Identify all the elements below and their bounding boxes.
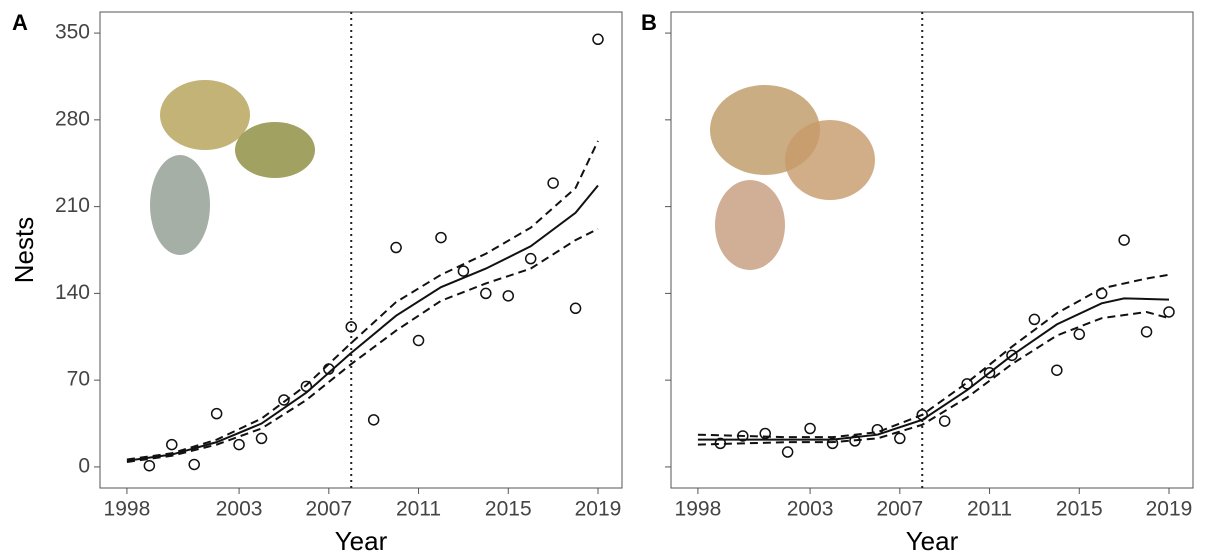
- data-point: [826, 437, 839, 450]
- y-axis-title: Nests: [9, 217, 39, 283]
- confidence-band: [126, 228, 599, 463]
- data-point: [345, 321, 357, 333]
- y-tick-label: 280: [55, 107, 90, 130]
- data-point: [781, 446, 794, 458]
- data-point: [255, 432, 268, 445]
- x-tick-label: 2015: [485, 498, 532, 521]
- data-point: [233, 438, 245, 451]
- turtle-illustration: [710, 85, 875, 270]
- data-point: [547, 177, 559, 189]
- data-point: [524, 252, 537, 265]
- data-point: [188, 458, 200, 471]
- data-point: [1140, 326, 1153, 338]
- data-point: [938, 415, 951, 427]
- data-point: [1028, 313, 1041, 326]
- x-tick-label: 2019: [1146, 498, 1193, 521]
- data-point: [849, 435, 861, 447]
- confidence-band: [126, 140, 599, 461]
- data-point: [983, 366, 996, 379]
- x-tick-label: 1998: [675, 498, 722, 521]
- data-point: [480, 287, 492, 300]
- data-point: [804, 422, 816, 435]
- panel-label: A: [12, 10, 28, 35]
- data-point: [569, 302, 582, 315]
- x-tick-label: 2003: [216, 498, 263, 521]
- x-tick-label: 2011: [396, 498, 441, 521]
- data-point: [502, 290, 515, 302]
- data-point: [1051, 364, 1063, 376]
- turtle-illustration: [150, 80, 315, 255]
- y-tick-label: 70: [67, 368, 90, 391]
- data-point: [390, 241, 402, 254]
- y-tick-label: 140: [55, 281, 90, 304]
- fit-line: [126, 184, 599, 462]
- y-tick-label: 350: [55, 21, 90, 44]
- data-point: [278, 394, 290, 406]
- y-tick-label: 210: [55, 194, 90, 217]
- data-point: [592, 33, 604, 46]
- data-point: [1006, 349, 1018, 362]
- y-tick-label: 0: [78, 454, 90, 477]
- x-axis-title: Year: [906, 526, 959, 556]
- x-tick-label: 2015: [1056, 498, 1103, 521]
- confidence-band: [697, 310, 1170, 446]
- data-point: [435, 231, 447, 244]
- data-point: [210, 407, 223, 420]
- data-point: [457, 265, 470, 277]
- data-point: [412, 334, 425, 347]
- fit-line: [697, 297, 1170, 441]
- confidence-band: [697, 273, 1170, 439]
- data-point: [1118, 234, 1130, 246]
- panel-label: B: [641, 10, 657, 35]
- data-point: [1073, 328, 1086, 341]
- x-tick-label: 2003: [787, 498, 834, 521]
- plot-frame: [99, 11, 623, 489]
- data-point: [367, 414, 380, 426]
- plot-frame: [670, 11, 1194, 489]
- x-tick-label: 2007: [876, 498, 923, 521]
- x-tick-label: 2007: [305, 498, 352, 521]
- data-point: [894, 432, 906, 445]
- data-point: [143, 459, 156, 472]
- data-point: [1163, 306, 1175, 318]
- data-point: [166, 438, 178, 451]
- x-axis-title: Year: [335, 526, 388, 556]
- x-tick-label: 2019: [575, 498, 622, 521]
- data-point: [759, 427, 771, 440]
- x-tick-label: 1998: [104, 498, 151, 521]
- x-tick-label: 2011: [967, 498, 1012, 521]
